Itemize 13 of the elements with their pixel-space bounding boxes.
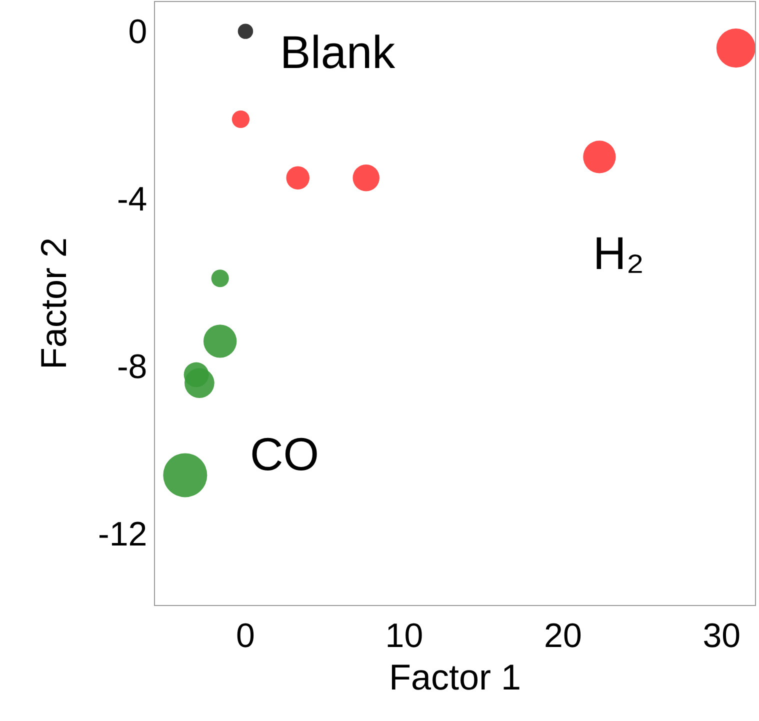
- y-tick-label: 0: [128, 13, 148, 52]
- x-tick-label: 0: [236, 616, 255, 655]
- series-label: CO: [250, 428, 319, 480]
- x-tick-label: 20: [544, 616, 582, 655]
- series-label: Blank: [280, 26, 396, 78]
- y-axis-title: Factor 2: [32, 237, 74, 370]
- y-tick-label: -12: [98, 516, 148, 554]
- x-tick-label: 30: [702, 616, 741, 655]
- series-label: H₂: [593, 227, 644, 279]
- x-axis-title: Factor 1: [388, 656, 522, 698]
- y-tick-label: -4: [116, 180, 148, 219]
- y-tick-label: -8: [116, 348, 148, 386]
- x-tick-label: 10: [385, 616, 424, 655]
